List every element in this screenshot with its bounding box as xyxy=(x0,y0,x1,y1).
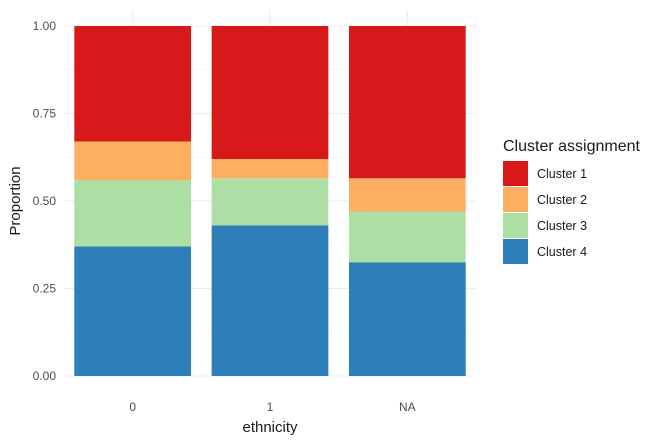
legend-swatch-cluster-2 xyxy=(503,187,528,212)
bar-segment-cluster-3-1 xyxy=(211,178,329,226)
bar-segment-cluster-3-0 xyxy=(74,180,192,247)
y-tick-label: 1.00 xyxy=(33,19,57,33)
y-tick-label: 0.25 xyxy=(33,282,57,296)
bar-segment-cluster-3-na xyxy=(348,211,466,263)
bar-segment-cluster-2-0 xyxy=(74,141,192,180)
bar-segment-cluster-1-na xyxy=(348,26,466,179)
y-tick-label: 0.75 xyxy=(33,107,57,121)
legend-label-cluster-4: Cluster 4 xyxy=(537,245,587,259)
legend-label-cluster-1: Cluster 1 xyxy=(537,167,587,181)
legend-label-cluster-2: Cluster 2 xyxy=(537,193,587,207)
legend-label-cluster-3: Cluster 3 xyxy=(537,219,587,233)
x-tick-label: 0 xyxy=(129,400,136,414)
bars xyxy=(74,26,466,376)
legend-swatch-cluster-4 xyxy=(503,239,528,264)
y-tick-label: 0.50 xyxy=(33,194,57,208)
x-tick-label: 1 xyxy=(267,400,274,414)
bar-segment-cluster-1-1 xyxy=(211,26,329,159)
bar-segment-cluster-4-na xyxy=(348,262,466,376)
x-tick-labels: 0 1 NA xyxy=(129,400,415,414)
bar-segment-cluster-2-1 xyxy=(211,159,329,179)
bar-segment-cluster-4-1 xyxy=(211,225,329,376)
y-tick-labels: 0.00 0.25 0.50 0.75 1.00 xyxy=(33,19,57,383)
bar-segment-cluster-2-na xyxy=(348,178,466,212)
legend-title: Cluster assignment xyxy=(503,138,641,155)
bar-segment-cluster-1-0 xyxy=(74,26,192,142)
bar-segment-cluster-4-0 xyxy=(74,246,192,376)
legend-swatch-cluster-3 xyxy=(503,213,528,238)
y-axis-title: Proportion xyxy=(7,166,24,235)
y-tick-label: 0.00 xyxy=(33,369,57,383)
legend-swatch-cluster-1 xyxy=(503,161,528,186)
x-tick-label: NA xyxy=(399,400,416,414)
x-axis-title: ethnicity xyxy=(242,419,298,436)
legend: Cluster assignment Cluster 1 Cluster 2 Clu… xyxy=(503,138,641,264)
